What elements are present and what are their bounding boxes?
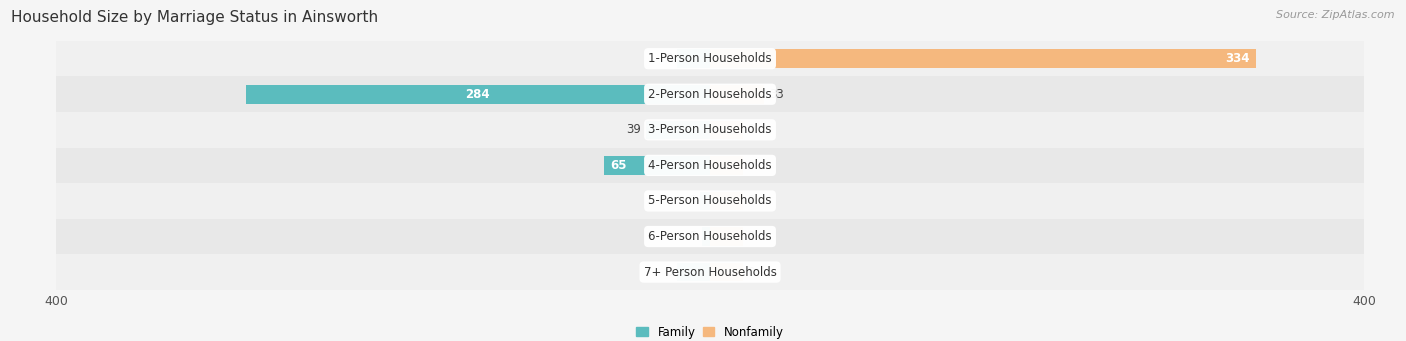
Bar	[56, 183, 1364, 219]
Bar	[56, 148, 1364, 183]
Text: 0: 0	[748, 266, 755, 279]
Bar	[710, 227, 742, 246]
Text: 2-Person Households: 2-Person Households	[648, 88, 772, 101]
Bar	[647, 121, 710, 139]
Legend: Family, Nonfamily: Family, Nonfamily	[637, 326, 783, 339]
Text: 6-Person Households: 6-Person Households	[648, 230, 772, 243]
Text: 0: 0	[748, 123, 755, 136]
Text: 6: 6	[688, 194, 696, 207]
Text: 0: 0	[665, 266, 672, 279]
Bar	[700, 192, 710, 210]
Text: 0: 0	[748, 230, 755, 243]
Text: 334: 334	[1225, 52, 1250, 65]
Bar	[678, 49, 710, 68]
Bar	[710, 156, 742, 175]
Text: 7+ Person Households: 7+ Person Households	[644, 266, 776, 279]
Text: 1-Person Households: 1-Person Households	[648, 52, 772, 65]
Bar	[56, 41, 1364, 76]
Bar	[603, 156, 710, 175]
Text: 39: 39	[627, 123, 641, 136]
Bar	[710, 263, 742, 281]
Text: 0: 0	[665, 52, 672, 65]
Text: 284: 284	[465, 88, 491, 101]
Text: 0: 0	[748, 159, 755, 172]
Bar	[710, 49, 1256, 68]
Bar	[56, 254, 1364, 290]
Text: 4-Person Households: 4-Person Households	[648, 159, 772, 172]
Text: 0: 0	[748, 194, 755, 207]
Bar	[710, 85, 763, 104]
Bar	[56, 112, 1364, 148]
Text: 33: 33	[769, 88, 783, 101]
Bar	[56, 76, 1364, 112]
Bar	[710, 121, 742, 139]
Text: 65: 65	[610, 159, 627, 172]
Bar	[702, 227, 710, 246]
Bar	[678, 263, 710, 281]
Bar	[246, 85, 710, 104]
Text: Source: ZipAtlas.com: Source: ZipAtlas.com	[1277, 10, 1395, 20]
Text: 3-Person Households: 3-Person Households	[648, 123, 772, 136]
Text: 5: 5	[689, 230, 697, 243]
Text: Household Size by Marriage Status in Ainsworth: Household Size by Marriage Status in Ain…	[11, 10, 378, 25]
Bar	[56, 219, 1364, 254]
Text: 5-Person Households: 5-Person Households	[648, 194, 772, 207]
Bar	[710, 192, 742, 210]
